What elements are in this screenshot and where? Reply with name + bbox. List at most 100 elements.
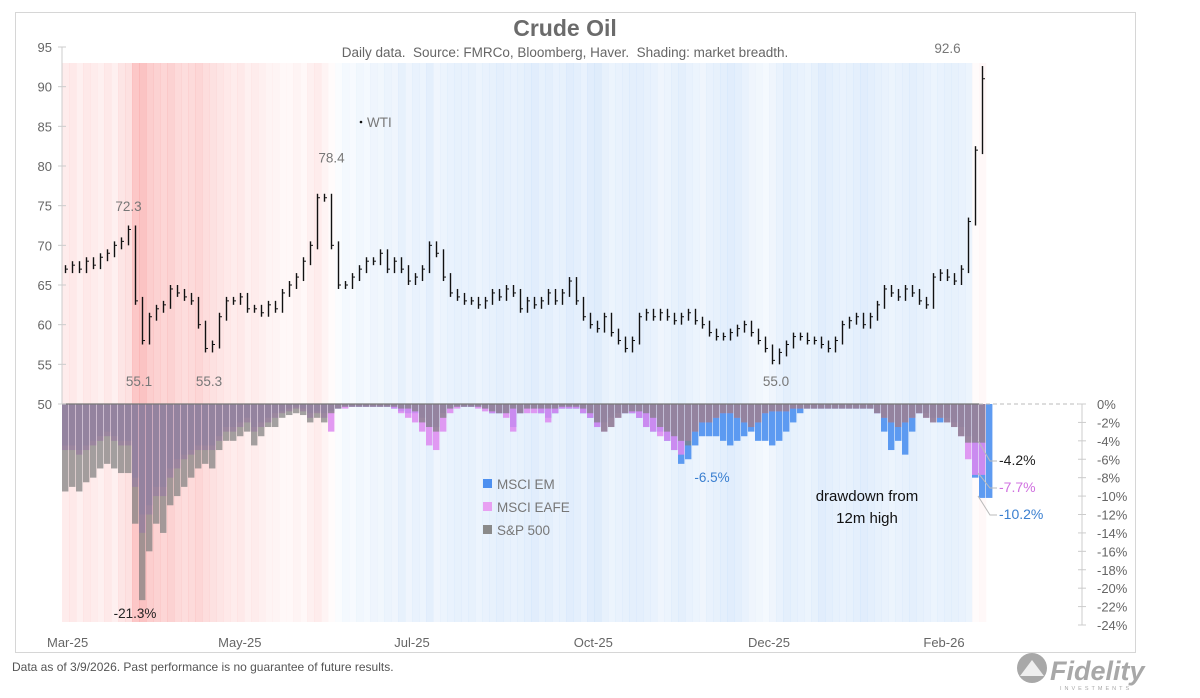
drawdown-bar xyxy=(580,404,587,409)
shading-band xyxy=(881,63,889,622)
shading-band xyxy=(671,63,679,622)
drawdown-bar xyxy=(944,404,951,423)
drawdown-bar xyxy=(160,404,167,533)
price-bar xyxy=(750,320,754,337)
shading-band xyxy=(909,63,917,622)
drawdown-bar xyxy=(132,404,139,524)
drawdown-bar xyxy=(622,404,629,414)
drawdown-bar xyxy=(776,404,783,441)
price-bar xyxy=(638,312,642,345)
shading-band xyxy=(328,63,335,622)
drawdown-bar xyxy=(685,404,692,446)
shading-band xyxy=(510,63,518,622)
shading-band xyxy=(118,63,126,622)
drawdown-bar xyxy=(363,404,370,407)
drawdown-bar xyxy=(776,404,783,412)
left-axis-tick-label: 90 xyxy=(38,80,52,95)
price-bar xyxy=(393,257,397,274)
price-bar xyxy=(743,320,747,333)
drawdown-bar xyxy=(146,404,153,552)
shading-band xyxy=(384,63,392,622)
price-bar xyxy=(918,288,922,305)
x-axis-tick-label: Jul-25 xyxy=(394,635,429,650)
drawdown-bar xyxy=(867,404,874,409)
drawdown-bar xyxy=(223,404,230,441)
price-bar xyxy=(477,296,481,309)
callout-line xyxy=(977,495,997,516)
wti-price-bars xyxy=(64,66,985,365)
shading-band xyxy=(237,63,245,622)
price-bar xyxy=(932,273,936,309)
price-bar xyxy=(190,292,194,305)
shading-band xyxy=(580,63,588,622)
legend-label-msci-em: MSCI EM xyxy=(497,477,555,492)
price-bar xyxy=(134,225,138,305)
price-bar xyxy=(596,320,600,333)
price-bar xyxy=(183,288,187,301)
drawdown-bar xyxy=(727,404,734,414)
drawdown-bar xyxy=(524,404,531,414)
drawdown-bar xyxy=(440,404,447,418)
drawdown-bar xyxy=(895,404,902,428)
drawdown-bar xyxy=(90,404,97,478)
drawdown-bar xyxy=(811,404,818,409)
price-annotation: 55.1 xyxy=(126,374,152,389)
drawdown-bar xyxy=(202,404,209,464)
shading-band xyxy=(587,63,595,622)
price-bar xyxy=(505,285,509,301)
drawdown-bar xyxy=(531,404,538,409)
shading-band xyxy=(545,63,553,622)
shading-band xyxy=(412,63,420,622)
shading-band xyxy=(517,63,525,622)
axes: 95 90 85 80 75 70 65 60 55 50 0% -2% -4% -6% -8% -10% -1… xyxy=(38,40,1128,650)
legend-swatch-msci-eafe xyxy=(483,502,492,511)
price-bar xyxy=(694,308,698,325)
price-bar xyxy=(379,249,383,266)
shading-band xyxy=(531,63,539,622)
price-bar xyxy=(92,257,96,270)
price-bar xyxy=(967,217,971,274)
drawdown-bar xyxy=(398,404,405,414)
drawdown-bar xyxy=(174,404,181,497)
shading-band xyxy=(559,63,567,622)
drawdown-bar xyxy=(769,404,776,446)
drawdown-bar xyxy=(853,404,860,409)
shading-band xyxy=(370,63,378,622)
drawdown-bar xyxy=(510,404,517,409)
drawdown-bar xyxy=(741,404,748,423)
price-bar xyxy=(274,300,278,313)
shading-band xyxy=(741,63,749,622)
price-bar xyxy=(960,265,964,285)
price-bar xyxy=(85,257,89,274)
right-axis-tick-label: -12% xyxy=(1097,508,1128,523)
drawdown-bar xyxy=(489,404,496,412)
shading-band xyxy=(223,63,231,622)
shading-band xyxy=(62,63,70,622)
price-bar xyxy=(862,312,866,329)
price-bar xyxy=(288,281,292,297)
price-bar xyxy=(246,292,250,313)
drawdown-bar xyxy=(552,404,559,409)
shading-band xyxy=(692,63,700,622)
chart-frame xyxy=(15,12,1136,653)
drawdown-bar xyxy=(447,404,454,409)
x-axis-tick-label: Mar-25 xyxy=(47,635,88,650)
price-bar xyxy=(253,304,257,313)
drawdown-bar xyxy=(314,404,321,418)
price-bar xyxy=(99,253,103,270)
drawdown-bar xyxy=(104,404,111,464)
shading-band xyxy=(958,63,966,622)
shading-band xyxy=(748,63,756,622)
wti-legend-marker xyxy=(359,120,363,124)
price-bar xyxy=(302,257,306,282)
drawdown-bar xyxy=(377,404,384,407)
price-bar xyxy=(407,265,411,285)
price-bar xyxy=(148,312,152,345)
shading-band xyxy=(706,63,714,622)
price-bar xyxy=(687,308,691,321)
price-bar xyxy=(463,292,467,305)
drawdown-bar xyxy=(636,404,643,412)
shading-band xyxy=(713,63,721,622)
drawdown-bar xyxy=(790,404,797,409)
shading-band xyxy=(195,63,203,622)
